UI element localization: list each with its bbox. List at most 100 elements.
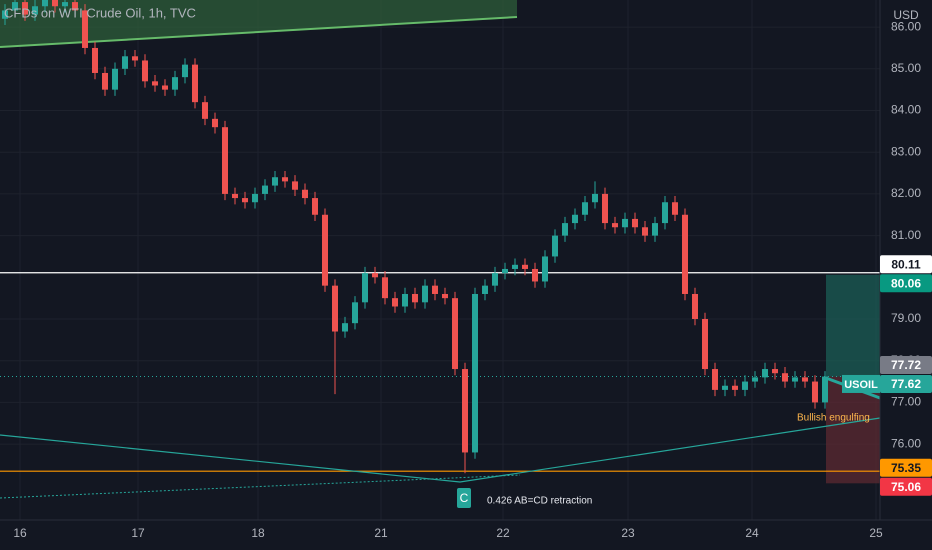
candle-body xyxy=(122,56,128,69)
candle-body xyxy=(622,218,628,228)
candle-body xyxy=(242,198,248,203)
candle-body xyxy=(272,177,278,186)
candle-body xyxy=(582,202,588,215)
candle-body xyxy=(672,202,678,215)
candle-body xyxy=(432,285,438,294)
candle-body xyxy=(312,198,318,215)
price-label: 80.11 xyxy=(891,257,921,271)
candle-body xyxy=(112,68,118,90)
price-levels xyxy=(0,272,880,472)
y-tick-label: 83.00 xyxy=(891,144,921,158)
candle-body xyxy=(282,177,288,182)
candle-body xyxy=(482,285,488,294)
candle-body xyxy=(72,2,78,11)
candle-body xyxy=(752,377,758,382)
candle-body xyxy=(232,193,238,199)
candle-body xyxy=(532,268,538,282)
pattern-dotted-line xyxy=(0,474,521,499)
x-tick-label: 25 xyxy=(869,526,883,540)
candle-body xyxy=(302,189,308,199)
candle-body xyxy=(322,214,328,286)
price-label-box xyxy=(880,255,932,274)
candle-body xyxy=(332,285,338,332)
candle-body xyxy=(712,369,718,390)
y-tick-label: 82.00 xyxy=(891,186,921,200)
position-zones xyxy=(826,274,880,484)
candle-body xyxy=(82,10,88,48)
candle-body xyxy=(722,385,728,390)
candle-body xyxy=(182,64,188,78)
candle-body xyxy=(522,264,528,269)
price-label-box xyxy=(880,374,932,393)
price-label: 77.72 xyxy=(891,358,921,372)
candle-body xyxy=(62,2,68,7)
annotations: C 0.426 AB=CD retraction Bullish engulfing xyxy=(457,413,870,508)
candle-body xyxy=(102,72,108,90)
candle-body xyxy=(402,293,408,307)
y-tick-label: 84.00 xyxy=(891,103,921,117)
x-tick-label: 23 xyxy=(621,526,635,540)
candle-body xyxy=(812,381,818,403)
point-c-label: C xyxy=(460,491,469,505)
candle-body xyxy=(22,2,28,15)
x-tick-label: 16 xyxy=(13,526,27,540)
candle-body xyxy=(382,277,388,299)
candle-body xyxy=(642,227,648,236)
candle-body xyxy=(762,369,768,378)
y-tick-label: 76.00 xyxy=(891,436,921,450)
candle-body xyxy=(92,47,98,73)
price-label: 80.06 xyxy=(891,276,921,290)
candle-body xyxy=(12,2,18,11)
candle-body xyxy=(2,10,8,19)
price-label: 75.06 xyxy=(891,480,921,494)
candle-body xyxy=(162,85,168,90)
y-tick-label: 85.00 xyxy=(891,61,921,75)
candle-body xyxy=(492,273,498,286)
x-tick-label: 18 xyxy=(251,526,265,540)
candle-body xyxy=(412,293,418,303)
price-label-box xyxy=(880,355,932,374)
candle-body xyxy=(422,285,428,303)
candle-body xyxy=(512,264,518,269)
candle-body xyxy=(212,118,218,128)
candle-body xyxy=(552,235,558,257)
x-tick-label: 22 xyxy=(496,526,510,540)
candle-body xyxy=(502,268,508,274)
x-tick-label: 17 xyxy=(131,526,145,540)
price-label: 77.62 xyxy=(891,377,921,391)
candle-body xyxy=(142,60,148,82)
candle-body xyxy=(42,0,48,7)
symbol-box xyxy=(842,374,880,393)
candle-body xyxy=(252,193,258,203)
candle-body xyxy=(52,0,58,7)
candle-body xyxy=(542,256,548,282)
y-tick-label: 77.00 xyxy=(891,395,921,409)
candle-body xyxy=(782,373,788,382)
pattern-label: Bullish engulfing xyxy=(797,413,870,424)
candle-body xyxy=(132,56,138,61)
candle-body xyxy=(202,102,208,119)
candle-body xyxy=(392,298,398,307)
candle-body xyxy=(702,319,708,370)
candle-body xyxy=(442,293,448,299)
candle-body xyxy=(342,323,348,332)
x-tick-label: 24 xyxy=(745,526,759,540)
currency: USD xyxy=(893,8,919,22)
candle-body xyxy=(612,223,618,228)
ratio-label: 0.426 AB=CD retraction xyxy=(487,496,592,507)
price-label-box xyxy=(880,477,932,496)
y-tick-label: 86.00 xyxy=(891,19,921,33)
grid xyxy=(0,0,880,520)
candle-body xyxy=(652,223,658,236)
x-tick-label: 21 xyxy=(374,526,388,540)
candle-body xyxy=(732,385,738,390)
target-zone xyxy=(826,274,880,377)
candle-body xyxy=(692,293,698,320)
point-c-box xyxy=(457,488,471,508)
candle-body xyxy=(32,6,38,15)
candle-body xyxy=(472,293,478,453)
y-tick-label: 81.00 xyxy=(891,228,921,242)
